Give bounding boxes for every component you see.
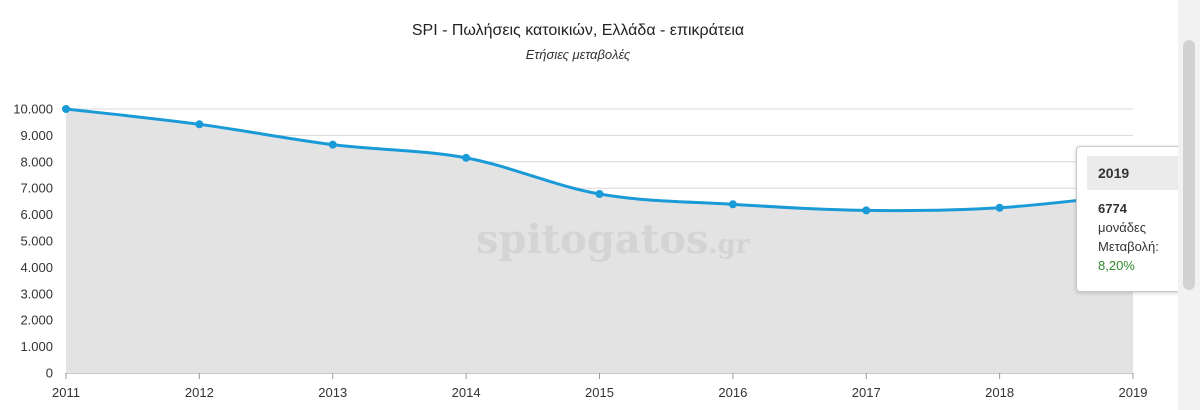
watermark: spitogatos.gr	[476, 216, 750, 263]
y-tick-label: 1.000	[20, 339, 53, 354]
tooltip-value: 6774	[1098, 201, 1127, 216]
x-axis-ticks: 2011 2012 2013 2014 2015 2016 2017 2018 2019	[52, 373, 1147, 400]
data-point[interactable]	[462, 153, 471, 162]
tooltip-change-label: Μεταβολή:	[1098, 239, 1159, 254]
series-area	[66, 109, 1133, 373]
data-point[interactable]	[862, 206, 871, 215]
y-tick-label: 3.000	[20, 286, 53, 301]
tooltip: 2019 6774 μονάδες Μεταβολή: 8,20%	[1076, 146, 1194, 292]
y-tick-label: 10.000	[13, 102, 53, 117]
scrollbar[interactable]	[1178, 0, 1200, 410]
chart-subtitle: Ετήσιες μεταβολές	[525, 47, 631, 62]
data-point[interactable]	[728, 200, 737, 209]
x-tick-label: 2018	[985, 385, 1014, 400]
y-tick-label: 9.000	[20, 128, 53, 143]
area-fill	[66, 109, 1133, 373]
x-tick-label: 2019	[1119, 385, 1148, 400]
x-tick-label: 2013	[318, 385, 347, 400]
x-tick-label: 2016	[718, 385, 747, 400]
chart-title: SPI - Πωλήσεις κατοικιών, Ελλάδα - επικρ…	[411, 22, 745, 39]
y-tick-label: 2.000	[20, 313, 53, 328]
y-tick-label: 5.000	[20, 234, 53, 249]
x-tick-label: 2014	[452, 385, 481, 400]
y-axis-ticks: 0 1.000 2.000 3.000 4.000 5.000 6.000 7.000 8.00…	[13, 102, 53, 381]
data-point[interactable]	[62, 105, 70, 113]
tooltip-change: 8,20%	[1098, 258, 1135, 273]
data-point[interactable]	[195, 120, 204, 129]
tooltip-year: 2019	[1087, 156, 1185, 190]
x-tick-label: 2017	[852, 385, 881, 400]
x-tick-label: 2015	[585, 385, 614, 400]
y-tick-label: 8.000	[20, 154, 53, 169]
data-point[interactable]	[328, 140, 337, 149]
data-points[interactable]	[62, 105, 1137, 215]
scrollbar-thumb[interactable]	[1183, 40, 1195, 290]
data-point[interactable]	[995, 203, 1004, 212]
data-point[interactable]	[595, 190, 604, 199]
y-tick-label: 4.000	[20, 260, 53, 275]
y-tick-label: 7.000	[20, 181, 53, 196]
tooltip-unit: μονάδες	[1098, 220, 1147, 235]
x-tick-label: 2012	[185, 385, 214, 400]
tooltip-body: 6774 μονάδες Μεταβολή: 8,20%	[1098, 199, 1159, 275]
y-tick-label: 0	[46, 366, 53, 381]
y-tick-label: 6.000	[20, 207, 53, 222]
x-tick-label: 2011	[52, 385, 80, 400]
